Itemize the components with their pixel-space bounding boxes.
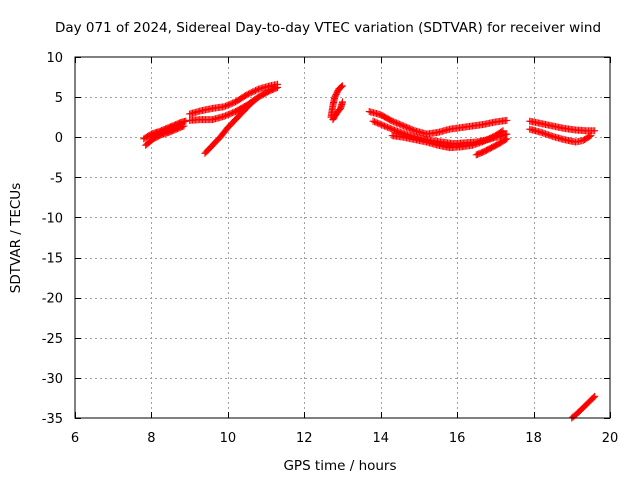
series-arc-11 — [472, 135, 511, 159]
y-tick-label: 10 — [46, 51, 63, 66]
y-tick-label: -30 — [42, 372, 63, 387]
series-arc-1 — [140, 117, 190, 143]
y-tick-label: -25 — [42, 332, 63, 347]
data-point — [591, 127, 599, 135]
data-point — [339, 82, 346, 90]
data-point — [587, 132, 595, 140]
y-tick-label: 5 — [55, 91, 63, 106]
data-point — [180, 122, 188, 130]
x-axis-label: GPS time / hours — [283, 458, 396, 474]
data-point — [498, 128, 506, 136]
y-tick-label: -10 — [42, 211, 63, 226]
data-point — [591, 392, 599, 400]
grid-lines — [75, 57, 610, 418]
y-tick-label: 0 — [55, 131, 63, 146]
x-tick-label: 10 — [220, 431, 237, 446]
data-point — [503, 116, 511, 124]
data-point — [586, 132, 594, 140]
data-points — [140, 80, 599, 422]
x-tick-label: 18 — [525, 431, 542, 446]
x-tick-label: 14 — [372, 431, 389, 446]
data-point — [590, 393, 598, 401]
data-point — [338, 83, 346, 91]
data-point — [499, 127, 507, 135]
x-tick-label: 6 — [71, 431, 79, 446]
y-axis-label: SDTVAR / TECUs — [8, 183, 24, 293]
y-tick-label: -20 — [42, 292, 63, 307]
series-arc-14 — [568, 392, 599, 422]
series-arc-6 — [327, 82, 346, 121]
data-point — [503, 135, 511, 143]
data-point — [274, 83, 282, 91]
series-arc-3 — [186, 80, 282, 118]
series-arc-5 — [201, 93, 262, 157]
data-point — [253, 94, 261, 102]
data-point — [502, 136, 510, 144]
series-arc-13 — [526, 125, 595, 146]
chart-title: Day 071 of 2024, Sidereal Day-to-day VTE… — [55, 20, 601, 36]
x-tick-label: 20 — [602, 431, 619, 446]
data-point — [182, 117, 190, 125]
y-tick-label: -5 — [50, 171, 63, 186]
x-tick-label: 16 — [449, 431, 466, 446]
axis-ticks: 6 8 10 12 14 16 18 20 10 5 0 -5 -10 -15 -20 -25 -30 -35 — [42, 51, 619, 446]
data-point — [339, 98, 346, 106]
y-tick-label: -15 — [42, 252, 63, 267]
series-arc-2 — [142, 122, 188, 149]
x-tick-label: 8 — [147, 431, 155, 446]
y-tick-label: -35 — [42, 412, 63, 427]
x-tick-label: 12 — [296, 431, 313, 446]
series-arc-10 — [388, 127, 507, 152]
plot-frame — [74, 56, 611, 419]
series-arc-7 — [329, 98, 346, 124]
series-arc-8 — [365, 108, 511, 138]
data-point — [254, 93, 262, 101]
series-arc-12 — [526, 117, 599, 135]
